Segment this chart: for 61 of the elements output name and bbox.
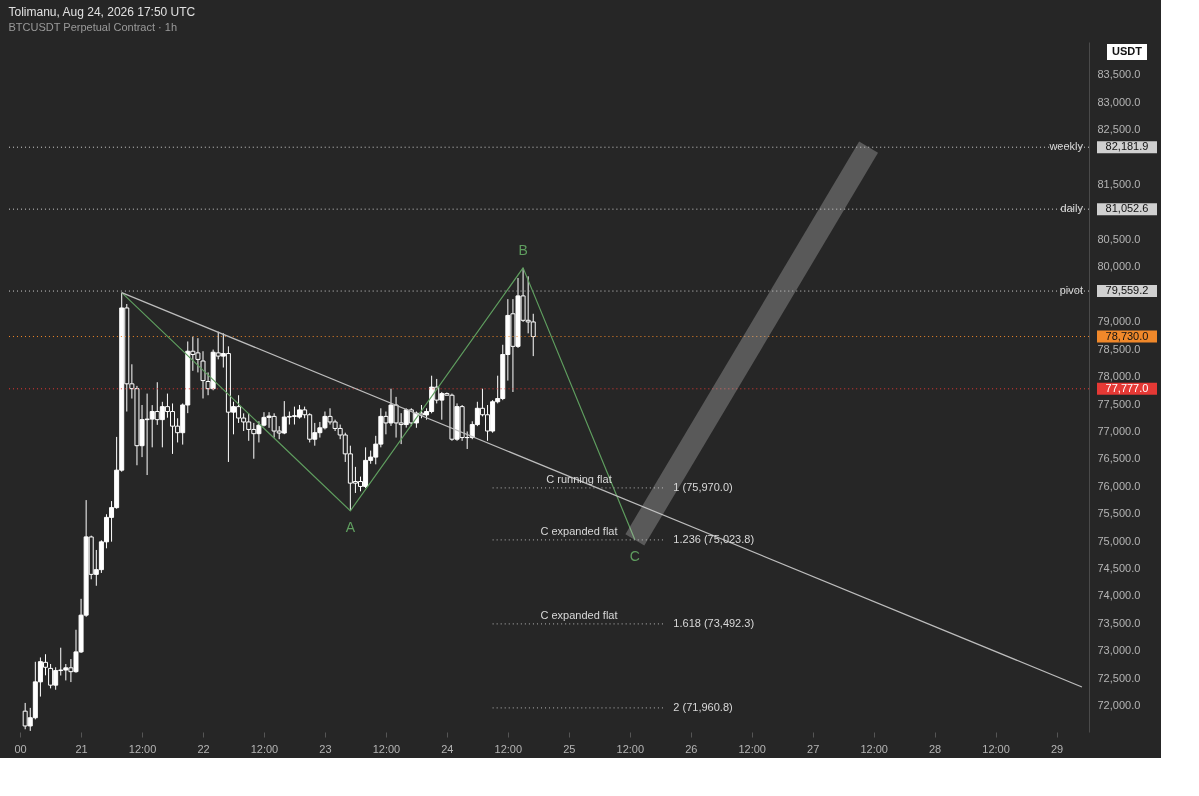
x-tick-label: 28 [929,742,942,755]
chart-title: Tolimanu, Aug 24, 2026 17:50 UTC [8,5,196,19]
y-tick-label: 77,500.0 [1097,397,1141,410]
text: 82,181.9 [1105,140,1149,153]
x-tick-label: 12:00 [982,742,1010,755]
candlestick [48,663,54,689]
x-tick-label: 25 [563,742,576,755]
y-axis-title: USDT [1112,45,1143,57]
x-tick-label: 23 [319,742,332,755]
candlestick [530,313,536,357]
x-tick-label: 12:00 [372,742,401,755]
y-tick-label: 83,000.0 [1097,95,1141,108]
y-tick-label: 81,500.0 [1097,178,1141,191]
x-tick-label: 22 [197,742,210,755]
ref-line-label: daily [1060,202,1084,215]
y-tick-label: 75,500.0 [1097,507,1141,520]
y-tick-label: 73,500.0 [1097,616,1141,629]
x-tick-label: 21 [75,742,88,755]
ref-line-label: weekly [1048,140,1084,153]
chart-subtitle: BTCUSDT Perpetual Contract · 1h [8,21,178,33]
data-label: 2 (71,960.8) [673,700,733,713]
text: 78,730.0 [1105,329,1149,342]
ref-line-label: pivot [1059,284,1083,297]
y-tick-label: 80,000.0 [1097,260,1141,273]
x-tick-label: 00 [14,742,27,755]
y-tick-label: 75,000.0 [1097,534,1141,547]
x-tick-label: 12:00 [860,742,888,755]
x-tick-label: 12:00 [616,742,645,755]
y-tick-label: 78,000.0 [1097,370,1141,383]
x-tick-label: 12:00 [128,742,157,755]
y-tick-label: 77,000.0 [1097,424,1141,437]
y-tick-label: 76,000.0 [1097,479,1141,492]
y-tick-label: 76,500.0 [1097,452,1141,465]
x-tick-label: 12:00 [494,742,523,755]
x-tick-label: 27 [807,742,820,755]
y-tick-label: 73,000.0 [1097,644,1141,657]
y-tick-label: 78,500.0 [1097,342,1141,355]
text: 79,559.2 [1105,284,1149,297]
series-label: C expanded flat [540,524,618,537]
annotation: C [629,547,640,564]
x-tick-label: 29 [1050,742,1064,755]
y-tick-label: 80,500.0 [1097,232,1141,245]
data-label: 1.618 (73,492.3) [673,616,755,629]
line-series [121,267,636,541]
y-tick-label: 72,500.0 [1097,671,1141,684]
y-tick-label: 74,500.0 [1097,562,1141,575]
text: 81,052.6 [1105,202,1149,215]
y-tick-label: 82,500.0 [1097,123,1141,136]
series-label: C expanded flat [540,608,618,621]
x-tick-label: 12:00 [738,742,766,755]
y-tick-label: 79,000.0 [1097,315,1141,328]
data-label: 1 (75,970.0) [673,480,733,493]
annotation: A [345,518,356,535]
y-tick-label: 83,500.0 [1097,68,1141,81]
y-tick-label: 72,000.0 [1097,699,1141,712]
annotation: B [518,241,528,258]
x-tick-label: 26 [685,742,698,755]
x-tick-label: 12:00 [250,742,279,755]
text: 77,777.0 [1105,381,1149,394]
x-tick-label: 24 [441,742,454,755]
y-tick-label: 74,000.0 [1097,589,1141,602]
